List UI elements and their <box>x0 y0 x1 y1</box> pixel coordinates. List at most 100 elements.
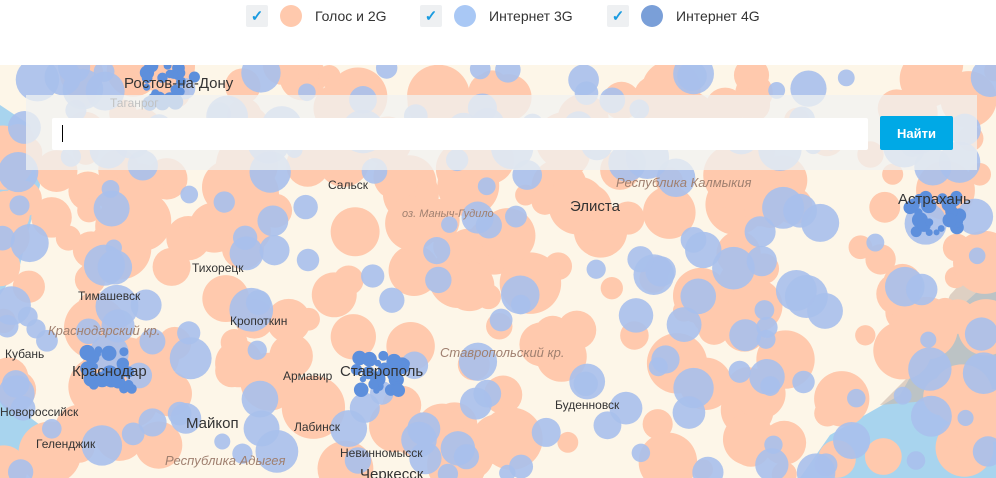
legend-voice-2g[interactable]: ✓ Голос и 2G <box>246 4 387 28</box>
3g-coverage <box>677 65 707 91</box>
voice-coverage <box>480 407 543 470</box>
city-label: Краснодар <box>72 363 147 380</box>
3g-coverage <box>593 411 622 440</box>
voice-coverage <box>611 201 645 235</box>
4g-coverage <box>119 347 129 357</box>
3g-coverage <box>833 421 871 460</box>
3g-coverage <box>712 246 755 290</box>
search-button[interactable]: Найти <box>880 116 953 150</box>
3g-coverage <box>0 314 19 338</box>
3g-coverage <box>754 300 775 320</box>
3g-coverage <box>792 370 815 394</box>
3g-coverage <box>9 195 30 216</box>
legend-label: Интернет 3G <box>489 8 573 24</box>
3g-coverage <box>121 422 145 446</box>
3g-coverage <box>756 329 776 349</box>
3g-coverage <box>247 340 267 360</box>
voice-coverage <box>333 265 364 296</box>
4g-coverage <box>143 83 151 91</box>
3g-coverage <box>170 403 202 434</box>
city-label: Сальск <box>328 178 368 192</box>
voice-coverage <box>848 235 873 260</box>
3g-coverage <box>728 360 751 383</box>
3g-coverage <box>531 417 561 447</box>
3g-coverage <box>458 342 498 381</box>
3g-coverage <box>423 237 451 265</box>
3g-coverage <box>866 233 885 252</box>
3g-coverage <box>10 395 36 421</box>
3g-coverage <box>618 298 654 333</box>
3g-coverage <box>344 447 372 474</box>
voice-coverage <box>18 421 82 478</box>
4g-coverage <box>147 65 158 72</box>
3g-coverage <box>473 379 502 408</box>
3g-coverage <box>746 245 777 277</box>
3g-coverage <box>453 444 480 470</box>
3g-coverage <box>568 65 599 96</box>
voice-coverage <box>281 375 346 439</box>
voice-coverage <box>660 434 689 463</box>
city-label: Тимашевск <box>78 289 141 303</box>
3g-coverage <box>169 337 212 380</box>
voice-coverage <box>855 325 876 346</box>
3g-coverage <box>910 395 952 437</box>
3g-coverage <box>293 194 318 220</box>
3g-coverage <box>489 308 513 332</box>
4g-coverage <box>170 84 181 95</box>
4g-coverage <box>353 382 369 398</box>
search-input[interactable] <box>52 118 868 150</box>
voice-coverage <box>152 247 191 286</box>
3g-coverage <box>972 436 996 467</box>
legend-internet-3g[interactable]: ✓ Интернет 3G <box>420 4 573 28</box>
3g-coverage <box>259 235 290 266</box>
4g-coverage <box>386 353 402 370</box>
voice-coverage <box>266 298 311 343</box>
3g-coverage <box>666 307 702 342</box>
4g-coverage <box>350 363 363 376</box>
checkbox-internet-4g[interactable]: ✓ <box>607 5 629 27</box>
3g-coverage <box>10 224 49 263</box>
4g-coverage <box>85 375 97 387</box>
voice-coverage <box>515 184 537 206</box>
3g-coverage <box>26 319 46 339</box>
3g-coverage <box>762 186 805 229</box>
voice-coverage <box>385 195 440 251</box>
checkbox-voice-2g[interactable]: ✓ <box>246 5 268 27</box>
voice-coverage <box>317 65 341 88</box>
voice-coverage <box>949 418 980 450</box>
region-label: Республика Калмыкия <box>616 175 752 190</box>
3g-coverage <box>970 65 996 97</box>
3g-coverage <box>0 225 15 251</box>
3g-coverage <box>437 463 459 478</box>
4g-coverage <box>165 69 175 79</box>
voice-coverage <box>711 186 733 208</box>
voice-coverage <box>330 314 376 360</box>
3g-coverage <box>241 380 279 418</box>
3g-coverage <box>964 317 996 351</box>
4g-coverage <box>80 361 95 376</box>
3g-coverage <box>847 388 866 408</box>
3g-coverage <box>425 266 452 294</box>
voice-coverage <box>444 261 495 312</box>
3g-coverage <box>680 278 717 315</box>
3g-coverage <box>401 421 437 458</box>
3g-coverage <box>241 65 281 93</box>
3g-coverage <box>651 345 680 374</box>
3g-coverage <box>81 425 123 466</box>
4g-coverage <box>157 72 168 84</box>
region-label: Краснодарский кр. <box>48 323 161 338</box>
4g-coverage <box>914 193 924 203</box>
region-label: Республика Адыгея <box>165 453 286 468</box>
4g-coverage <box>925 218 934 227</box>
voice-coverage <box>557 310 597 350</box>
3g-coverage <box>296 248 320 272</box>
city-label: Майкоп <box>186 415 239 432</box>
checkbox-internet-3g[interactable]: ✓ <box>420 5 442 27</box>
3g-coverage <box>130 289 162 321</box>
4g-coverage <box>942 213 957 228</box>
legend-label: Голос и 2G <box>315 8 387 24</box>
4g-coverage <box>94 371 111 388</box>
legend-internet-4g[interactable]: ✓ Интернет 4G <box>607 4 760 28</box>
4g-coverage <box>937 193 948 204</box>
3g-coverage <box>807 293 843 329</box>
